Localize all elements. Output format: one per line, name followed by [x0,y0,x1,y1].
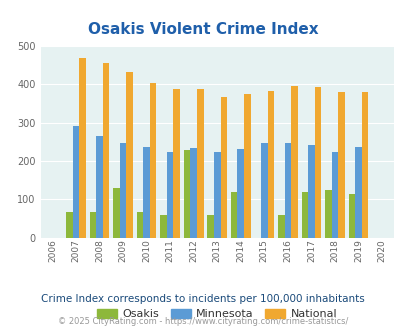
Bar [324,190,331,238]
Bar [314,87,320,238]
Bar [173,89,179,238]
Bar [72,126,79,238]
Bar [348,194,354,238]
Bar [267,91,273,238]
Bar [143,147,149,238]
Text: Crime Index corresponds to incidents per 100,000 inhabitants: Crime Index corresponds to incidents per… [41,294,364,304]
Bar [113,188,119,238]
Bar [126,72,132,238]
Bar [166,152,173,238]
Bar [220,97,226,238]
Text: © 2025 CityRating.com - https://www.cityrating.com/crime-statistics/: © 2025 CityRating.com - https://www.city… [58,317,347,326]
Bar [290,85,297,238]
Bar [354,147,361,238]
Bar [284,144,290,238]
Bar [136,212,143,238]
Bar [190,148,196,238]
Bar [237,149,243,238]
Bar [96,136,102,238]
Bar [260,144,267,238]
Legend: Osakis, Minnesota, National: Osakis, Minnesota, National [93,304,341,324]
Bar [149,82,156,238]
Bar [79,58,85,238]
Bar [337,92,344,238]
Bar [301,192,307,238]
Text: Osakis Violent Crime Index: Osakis Violent Crime Index [87,22,318,37]
Bar [66,212,72,238]
Bar [331,152,337,238]
Bar [183,149,190,238]
Bar [361,92,367,238]
Bar [196,89,203,238]
Bar [119,143,126,238]
Bar [243,94,250,238]
Bar [277,214,284,238]
Bar [213,152,220,238]
Bar [307,145,314,238]
Bar [102,63,109,238]
Bar [230,192,237,238]
Bar [160,214,166,238]
Bar [90,212,96,238]
Bar [207,214,213,238]
